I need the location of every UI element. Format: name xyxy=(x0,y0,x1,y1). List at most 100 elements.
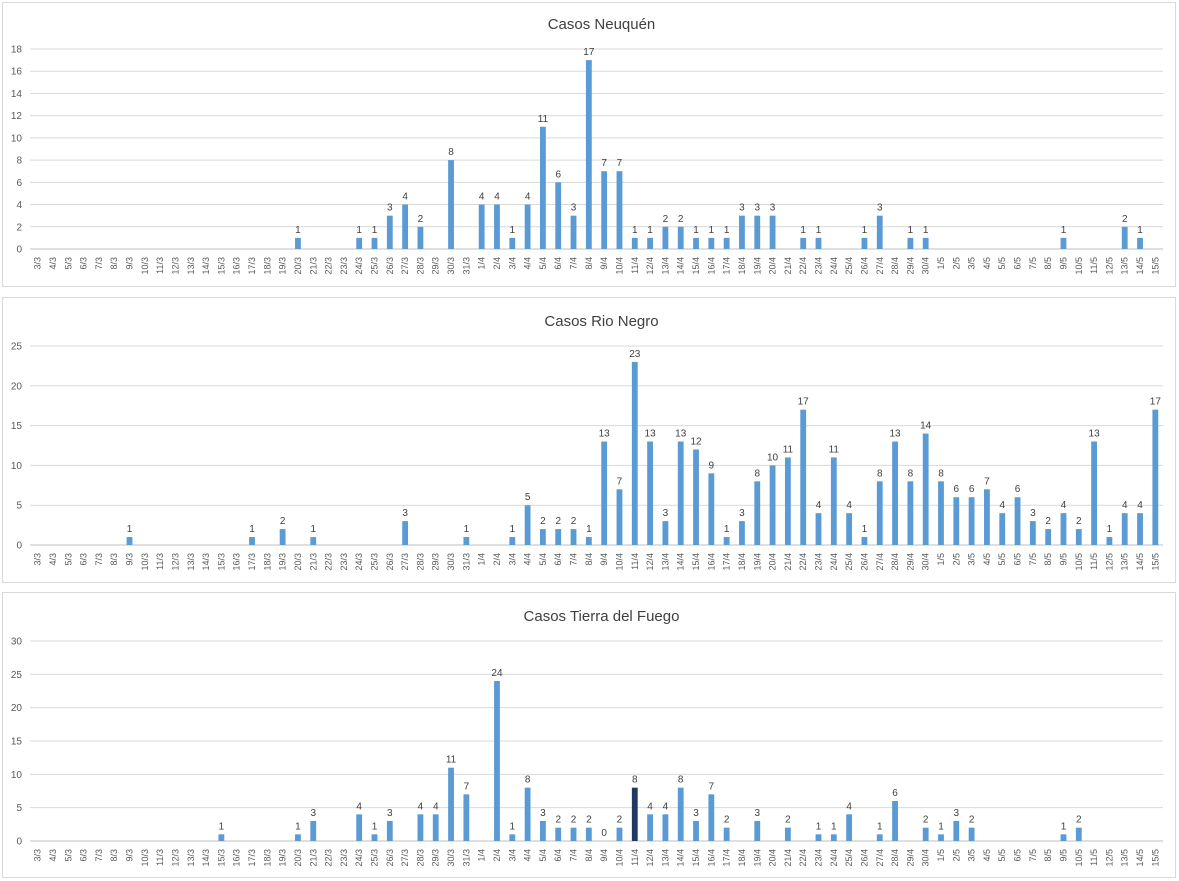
y-tick-label: 8 xyxy=(16,156,22,167)
x-tick-label: 3/4 xyxy=(507,257,517,270)
data-label: 2 xyxy=(555,516,561,527)
x-tick-label: 6/5 xyxy=(1013,553,1023,566)
x-tick-label: 8/4 xyxy=(584,849,594,862)
x-tick-label: 25/3 xyxy=(369,849,379,867)
x-tick-label: 22/4 xyxy=(798,257,808,275)
x-tick-label: 23/3 xyxy=(339,849,349,867)
data-label: 2 xyxy=(1076,516,1082,527)
data-label: 1 xyxy=(356,225,362,236)
x-tick-label: 14/5 xyxy=(1135,553,1145,571)
x-tick-label: 15/5 xyxy=(1150,553,1160,571)
x-tick-label: 3/4 xyxy=(507,553,517,566)
bar-6-4 xyxy=(555,827,562,841)
y-tick-label: 2 xyxy=(16,222,22,233)
data-label: 4 xyxy=(647,801,653,812)
x-tick-label: 20/3 xyxy=(293,849,303,867)
x-tick-label: 7/3 xyxy=(94,849,104,862)
data-label: 4 xyxy=(418,801,424,812)
data-label: 11 xyxy=(783,444,794,455)
x-tick-label: 13/5 xyxy=(1120,257,1130,275)
bar-3-4 xyxy=(509,834,516,841)
bar-17-3 xyxy=(249,537,255,545)
data-label: 17 xyxy=(1150,397,1162,408)
x-tick-label: 25/4 xyxy=(844,257,854,275)
data-label: 1 xyxy=(647,225,653,236)
x-tick-label: 6/4 xyxy=(553,849,563,862)
x-tick-label: 22/4 xyxy=(798,553,808,571)
x-tick-label: 4/4 xyxy=(523,553,533,566)
bar-8-4 xyxy=(585,537,592,545)
x-tick-label: 3/4 xyxy=(507,849,517,862)
data-label: 3 xyxy=(954,808,960,819)
data-label: 2 xyxy=(540,516,546,527)
bar-28-3 xyxy=(417,814,424,841)
bar-31-3 xyxy=(463,537,470,545)
x-tick-label: 3/3 xyxy=(33,849,43,862)
bar-19-4 xyxy=(754,821,761,841)
bar-17-4 xyxy=(723,827,730,841)
bar-14-4 xyxy=(677,226,684,249)
x-tick-label: 16/3 xyxy=(232,257,242,275)
data-label: 3 xyxy=(402,508,408,519)
bar-4-5 xyxy=(984,489,990,545)
bar-5-4 xyxy=(540,126,546,249)
bar-24-3 xyxy=(356,814,363,841)
x-tick-label: 24/3 xyxy=(354,257,364,275)
data-label: 8 xyxy=(908,468,914,479)
bar-12-4 xyxy=(647,814,653,841)
bar-16-4 xyxy=(708,473,715,545)
bar-16-4 xyxy=(708,237,715,249)
x-tick-label: 6/5 xyxy=(1013,849,1023,862)
data-label: 1 xyxy=(295,225,301,236)
x-tick-label: 20/4 xyxy=(768,553,778,571)
x-tick-label: 20/3 xyxy=(293,553,303,571)
x-tick-label: 2/4 xyxy=(492,553,502,566)
chart-panel-rio-negro: Casos Rio Negro 0 5 10 15 20 25 3/3 4/3 5/3 6/3 7/3… xyxy=(2,297,1176,583)
bar-12-4 xyxy=(647,441,653,545)
x-tick-label: 6/4 xyxy=(553,553,563,566)
x-tick-label: 22/3 xyxy=(324,849,334,867)
x-tick-label: 27/4 xyxy=(875,849,885,867)
x-tick-label: 1/4 xyxy=(477,553,487,566)
x-tick-label: 10/4 xyxy=(614,849,624,867)
data-label: 1 xyxy=(586,524,592,535)
x-tick-label: 17/3 xyxy=(247,257,257,275)
bar-27-3 xyxy=(402,204,409,249)
data-label: 1 xyxy=(724,524,730,535)
x-tick-label: 14/4 xyxy=(676,849,686,867)
data-label: 1 xyxy=(310,524,316,535)
y-tick-label: 25 xyxy=(11,342,23,353)
data-label: 13 xyxy=(599,429,611,440)
x-tick-label: 18/3 xyxy=(262,849,272,867)
x-tick-label: 11/4 xyxy=(630,553,640,570)
x-tick-label: 3/3 xyxy=(33,257,43,270)
data-label: 4 xyxy=(402,192,408,203)
x-tick-label: 19/4 xyxy=(752,553,762,571)
x-tick-label: 7/5 xyxy=(1028,553,1038,566)
bar-27-3 xyxy=(402,521,409,545)
data-label: 2 xyxy=(969,815,975,826)
x-tick-label: 27/3 xyxy=(400,553,410,571)
bar-24-4 xyxy=(830,834,837,841)
bar-2-4 xyxy=(494,204,500,249)
bar-20-4 xyxy=(769,465,776,545)
data-label: 4 xyxy=(433,801,439,812)
bar-13-5 xyxy=(1121,513,1128,545)
x-tick-label: 13/5 xyxy=(1120,553,1130,571)
x-tick-label: 3/5 xyxy=(967,553,977,566)
x-tick-label: 9/3 xyxy=(125,553,135,566)
x-tick-label: 15/4 xyxy=(691,849,701,867)
data-label: 1 xyxy=(709,225,715,236)
bar-23-4 xyxy=(815,834,822,841)
data-label: 0 xyxy=(601,828,607,839)
x-tick-label: 23/3 xyxy=(339,257,349,275)
x-tick-label: 1/5 xyxy=(936,553,946,566)
bar-26-4 xyxy=(861,237,868,249)
y-tick-label: 10 xyxy=(11,461,23,472)
bar-27-4 xyxy=(876,481,883,545)
x-tick-label: 2/5 xyxy=(951,849,961,862)
bar-7-4 xyxy=(570,827,577,841)
y-tick-label: 20 xyxy=(11,381,23,392)
bar-5-4 xyxy=(540,821,546,841)
